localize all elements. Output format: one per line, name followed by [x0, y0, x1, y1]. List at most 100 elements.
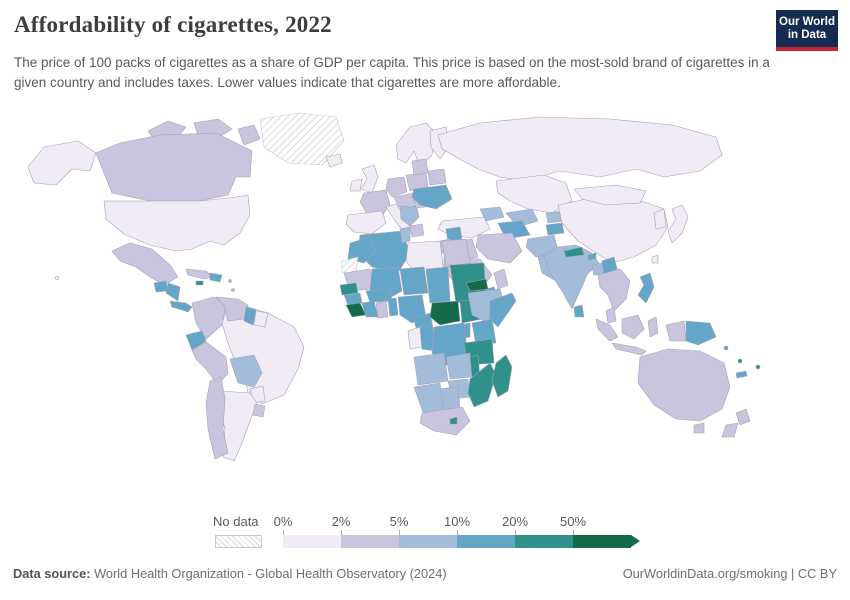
country-hawaii[interactable]	[55, 276, 59, 280]
country-ecuador[interactable]	[185, 330, 207, 351]
country-honduras-nicaragua[interactable]	[165, 282, 181, 302]
country-indochina[interactable]	[597, 268, 631, 312]
country-jamaica[interactable]	[195, 280, 204, 286]
legend-bin-4[interactable]	[457, 535, 515, 548]
country-germany[interactable]	[385, 176, 408, 198]
country-iberia[interactable]	[345, 210, 387, 235]
country-borneo[interactable]	[621, 314, 645, 340]
country-greece[interactable]	[409, 223, 425, 238]
country-sulawesi[interactable]	[647, 316, 659, 338]
country-somalia[interactable]	[489, 292, 517, 328]
country-south-africa[interactable]	[419, 406, 471, 436]
country-colombia[interactable]	[191, 296, 227, 340]
legend-bar[interactable]: 0% 2% 5% 10% 20% 50%	[274, 514, 640, 548]
country-iceland[interactable]	[325, 153, 343, 168]
owid-logo[interactable]: Our World in Data	[776, 10, 838, 51]
country-bhutan[interactable]	[587, 252, 597, 261]
country-mongolia[interactable]	[573, 184, 647, 206]
country-tunisia[interactable]	[399, 226, 411, 244]
country-niger[interactable]	[399, 266, 429, 296]
country-bangladesh[interactable]	[591, 262, 605, 276]
country-morocco[interactable]	[347, 236, 377, 264]
country-hispaniola[interactable]	[209, 272, 223, 283]
country-japan[interactable]	[667, 204, 689, 244]
country-caucasus[interactable]	[479, 206, 505, 222]
country-vanuatu[interactable]	[737, 358, 743, 364]
world-map-svg[interactable]	[0, 106, 850, 506]
country-guyana[interactable]	[243, 306, 257, 326]
country-malay-peninsula[interactable]	[605, 306, 617, 324]
country-lesotho[interactable]	[449, 416, 458, 425]
country-mexico[interactable]	[111, 242, 179, 286]
country-chile[interactable]	[205, 376, 229, 460]
country-new-caledonia[interactable]	[735, 370, 748, 379]
country-india[interactable]	[543, 244, 601, 310]
country-ukraine[interactable]	[411, 184, 453, 210]
country-ghana[interactable]	[375, 300, 389, 319]
country-zambia[interactable]	[445, 352, 473, 380]
country-oman[interactable]	[493, 268, 509, 290]
country-new-zealand-south[interactable]	[721, 422, 739, 438]
country-senegal[interactable]	[339, 282, 359, 296]
country-madagascar[interactable]	[491, 354, 513, 398]
country-suriname[interactable]	[253, 310, 269, 328]
country-greenland[interactable]	[259, 112, 345, 166]
country-iran[interactable]	[475, 232, 523, 264]
legend-bin-1[interactable]	[283, 535, 341, 548]
country-nepal[interactable]	[563, 246, 585, 258]
country-australia[interactable]	[637, 348, 731, 422]
map-legend: No data 0% 2% 5% 10% 20% 50%	[213, 514, 653, 554]
country-mozambique[interactable]	[467, 362, 497, 408]
country-eritrea[interactable]	[465, 278, 489, 292]
country-sri-lanka[interactable]	[573, 304, 585, 318]
country-angola[interactable]	[413, 352, 449, 386]
legend-bin-5[interactable]	[515, 535, 573, 548]
country-usa[interactable]	[103, 194, 251, 252]
country-bolivia[interactable]	[229, 354, 263, 388]
legend-tick	[515, 530, 516, 535]
country-balkans[interactable]	[399, 204, 420, 227]
legend-bin-2[interactable]	[341, 535, 399, 548]
country-tajikistan[interactable]	[545, 222, 565, 236]
country-java[interactable]	[611, 342, 647, 356]
country-taiwan[interactable]	[651, 254, 659, 264]
country-papua-new-guinea[interactable]	[685, 320, 717, 346]
country-baltics[interactable]	[411, 158, 429, 176]
legend-bin-6[interactable]	[573, 535, 631, 548]
world-map[interactable]	[0, 106, 850, 506]
owid-link[interactable]: OurWorldinData.org/smoking | CC BY	[622, 566, 837, 581]
country-gabon[interactable]	[407, 326, 423, 350]
country-chad[interactable]	[425, 266, 451, 304]
country-solomon-islands[interactable]	[723, 345, 729, 351]
country-brazil[interactable]	[221, 306, 305, 405]
country-antilles2[interactable]	[231, 288, 235, 292]
country-belarus[interactable]	[427, 168, 447, 186]
country-philippines[interactable]	[637, 272, 655, 304]
country-central-african-republic[interactable]	[429, 300, 461, 326]
country-russia[interactable]	[437, 116, 723, 182]
country-west-papua[interactable]	[665, 320, 687, 342]
country-antilles1[interactable]	[228, 279, 232, 283]
country-korea[interactable]	[653, 208, 667, 230]
country-cuba[interactable]	[185, 268, 214, 280]
country-uk[interactable]	[360, 164, 379, 194]
country-guatemala[interactable]	[153, 280, 169, 293]
country-new-zealand-north[interactable]	[735, 408, 751, 426]
legend-bin-3[interactable]	[399, 535, 457, 548]
country-togo-benin[interactable]	[387, 297, 399, 317]
country-western-sahara[interactable]	[341, 256, 359, 274]
country-canada[interactable]	[95, 132, 253, 202]
country-sumatra[interactable]	[595, 318, 619, 342]
country-canada-arctic3[interactable]	[237, 124, 261, 146]
country-kenya[interactable]	[471, 318, 497, 346]
no-data-swatch[interactable]	[215, 535, 262, 548]
country-ireland[interactable]	[349, 178, 363, 192]
country-costa-rica-panama[interactable]	[169, 300, 193, 313]
owid-logo-line2: in Data	[787, 29, 827, 41]
country-peru[interactable]	[191, 341, 229, 386]
country-uruguay[interactable]	[252, 403, 266, 418]
country-tasmania[interactable]	[693, 422, 705, 434]
country-egypt[interactable]	[441, 238, 471, 268]
country-fiji[interactable]	[755, 364, 761, 370]
country-alaska[interactable]	[27, 140, 97, 186]
